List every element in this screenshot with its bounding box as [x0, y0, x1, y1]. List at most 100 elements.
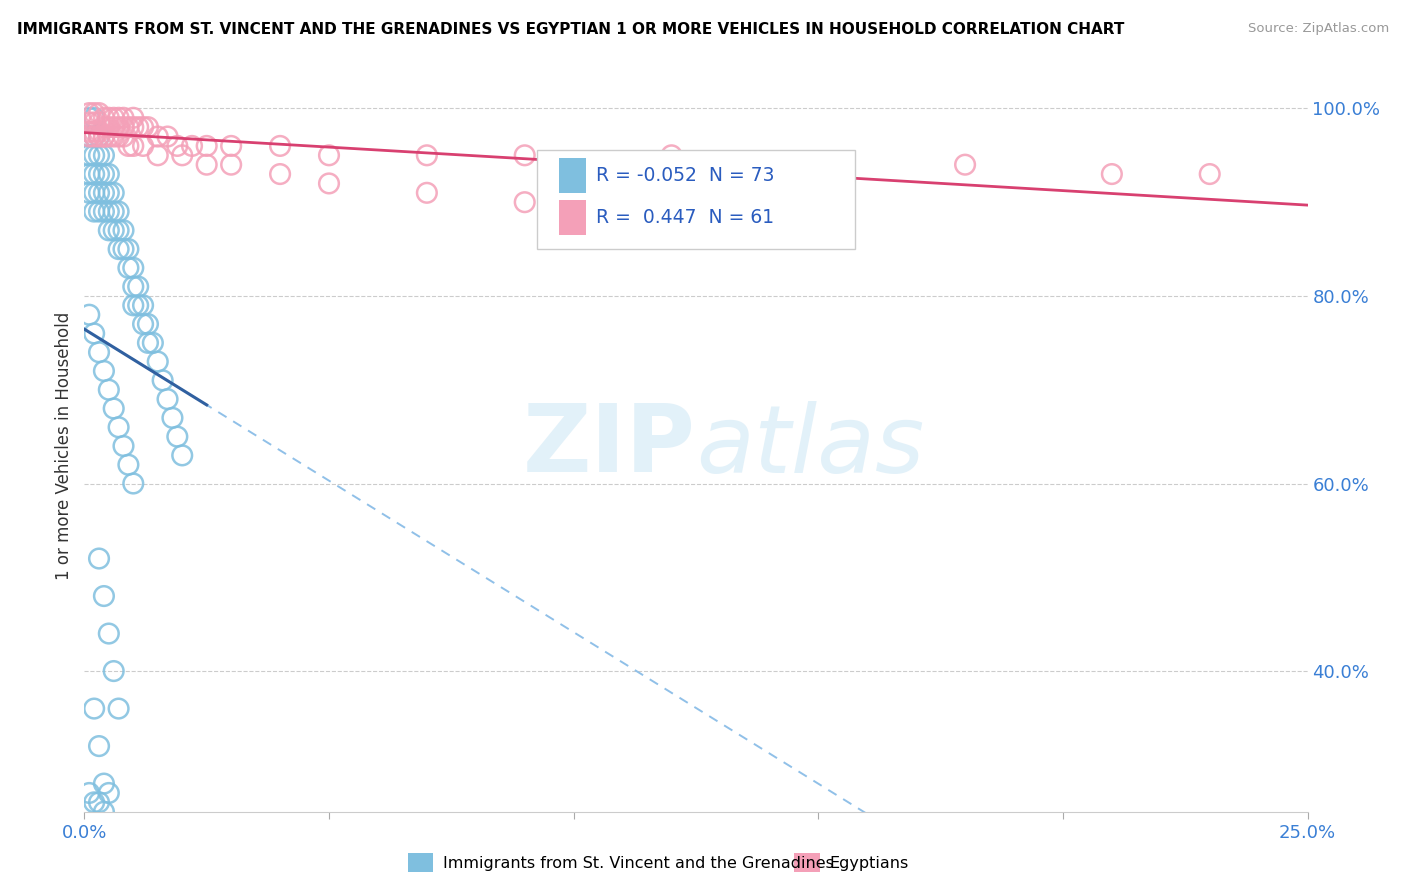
Point: [132, 139, 155, 153]
Point: [127, 120, 149, 135]
Point: [93, 129, 115, 144]
Point: [93, 129, 115, 144]
Point: [97, 167, 120, 181]
Text: Immigrants from St. Vincent and the Grenadines: Immigrants from St. Vincent and the Gren…: [443, 856, 834, 871]
FancyBboxPatch shape: [560, 200, 586, 235]
Point: [112, 129, 135, 144]
Point: [87, 129, 110, 144]
Point: [77, 106, 100, 120]
Point: [318, 148, 340, 162]
Point: [93, 204, 115, 219]
Point: [156, 392, 179, 406]
Point: [107, 111, 129, 125]
Point: [103, 129, 125, 144]
Point: [93, 186, 115, 200]
Point: [83, 186, 105, 200]
Point: [107, 120, 129, 135]
Point: [97, 129, 120, 144]
Text: IMMIGRANTS FROM ST. VINCENT AND THE GRENADINES VS EGYPTIAN 1 OR MORE VEHICLES IN: IMMIGRANTS FROM ST. VINCENT AND THE GREN…: [17, 22, 1125, 37]
Point: [132, 298, 155, 312]
Point: [318, 177, 340, 191]
Point: [97, 786, 120, 800]
Text: R = -0.052  N = 73: R = -0.052 N = 73: [596, 166, 775, 185]
Point: [117, 458, 139, 472]
Point: [77, 148, 100, 162]
Point: [93, 111, 115, 125]
Point: [122, 476, 145, 491]
Point: [103, 120, 125, 135]
Point: [87, 106, 110, 120]
Point: [97, 186, 120, 200]
Point: [136, 317, 159, 331]
Point: [152, 373, 174, 387]
Point: [269, 139, 291, 153]
Point: [87, 186, 110, 200]
Point: [122, 139, 145, 153]
Point: [83, 167, 105, 181]
Point: [122, 298, 145, 312]
Text: Source: ZipAtlas.com: Source: ZipAtlas.com: [1249, 22, 1389, 36]
Point: [83, 795, 105, 809]
Point: [112, 111, 135, 125]
Point: [122, 120, 145, 135]
Point: [416, 148, 439, 162]
Text: Egyptians: Egyptians: [830, 856, 908, 871]
Point: [172, 148, 194, 162]
Point: [103, 111, 125, 125]
Point: [87, 204, 110, 219]
Point: [166, 429, 188, 443]
Point: [93, 805, 115, 819]
Point: [166, 139, 188, 153]
Point: [142, 335, 165, 350]
Point: [97, 120, 120, 135]
Point: [122, 260, 145, 275]
Point: [83, 148, 105, 162]
Point: [103, 204, 125, 219]
Point: [195, 158, 218, 172]
Point: [513, 195, 536, 210]
Point: [103, 223, 125, 237]
Point: [136, 120, 159, 135]
Point: [107, 701, 129, 715]
Point: [83, 701, 105, 715]
Point: [77, 111, 100, 125]
Point: [1101, 167, 1123, 181]
Point: [97, 383, 120, 397]
Point: [269, 167, 291, 181]
Point: [181, 139, 204, 153]
Point: [122, 279, 145, 293]
Point: [93, 148, 115, 162]
Point: [103, 186, 125, 200]
Point: [117, 120, 139, 135]
Point: [661, 148, 683, 162]
Point: [219, 158, 242, 172]
Point: [117, 260, 139, 275]
Point: [807, 158, 830, 172]
Point: [162, 410, 184, 425]
Point: [87, 345, 110, 359]
Point: [87, 125, 110, 139]
Point: [661, 204, 683, 219]
FancyBboxPatch shape: [560, 158, 586, 193]
Point: [77, 115, 100, 129]
Point: [146, 148, 169, 162]
Text: ZIP: ZIP: [523, 400, 696, 492]
Point: [77, 129, 100, 144]
Point: [97, 223, 120, 237]
Point: [146, 354, 169, 368]
Point: [112, 120, 135, 135]
Text: atlas: atlas: [696, 401, 924, 491]
Point: [93, 364, 115, 378]
Point: [77, 125, 100, 139]
Point: [83, 129, 105, 144]
Point: [103, 664, 125, 678]
Point: [87, 167, 110, 181]
Point: [122, 111, 145, 125]
Point: [83, 129, 105, 144]
Point: [93, 120, 115, 135]
Point: [77, 308, 100, 322]
Point: [156, 129, 179, 144]
Point: [117, 139, 139, 153]
Point: [195, 139, 218, 153]
Point: [97, 626, 120, 640]
